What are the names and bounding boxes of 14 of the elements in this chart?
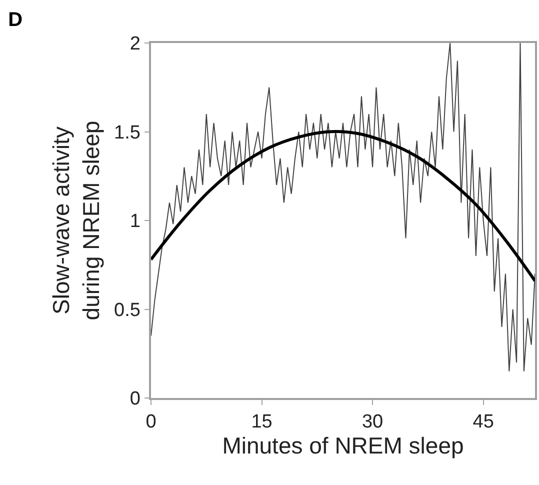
x-tick-label: 30	[362, 412, 384, 433]
x-tick-label: 0	[146, 412, 156, 433]
x-axis-title: Minutes of NREM sleep	[222, 432, 464, 459]
y-axis-title: Slow-wave activity during NREM sleep	[48, 120, 104, 320]
x-tick-label: 45	[472, 412, 494, 433]
y-tick-label: 0.5	[114, 300, 140, 321]
line-series	[151, 130, 535, 282]
y-tick-label: 2	[130, 34, 140, 55]
x-tick-label: 15	[251, 412, 272, 433]
y-tick-label: 0	[130, 388, 140, 410]
line-series	[151, 43, 535, 372]
y-tick-label: 1.5	[114, 122, 140, 144]
chart-title: D	[8, 9, 23, 32]
y-tick-label: 1	[130, 211, 140, 232]
